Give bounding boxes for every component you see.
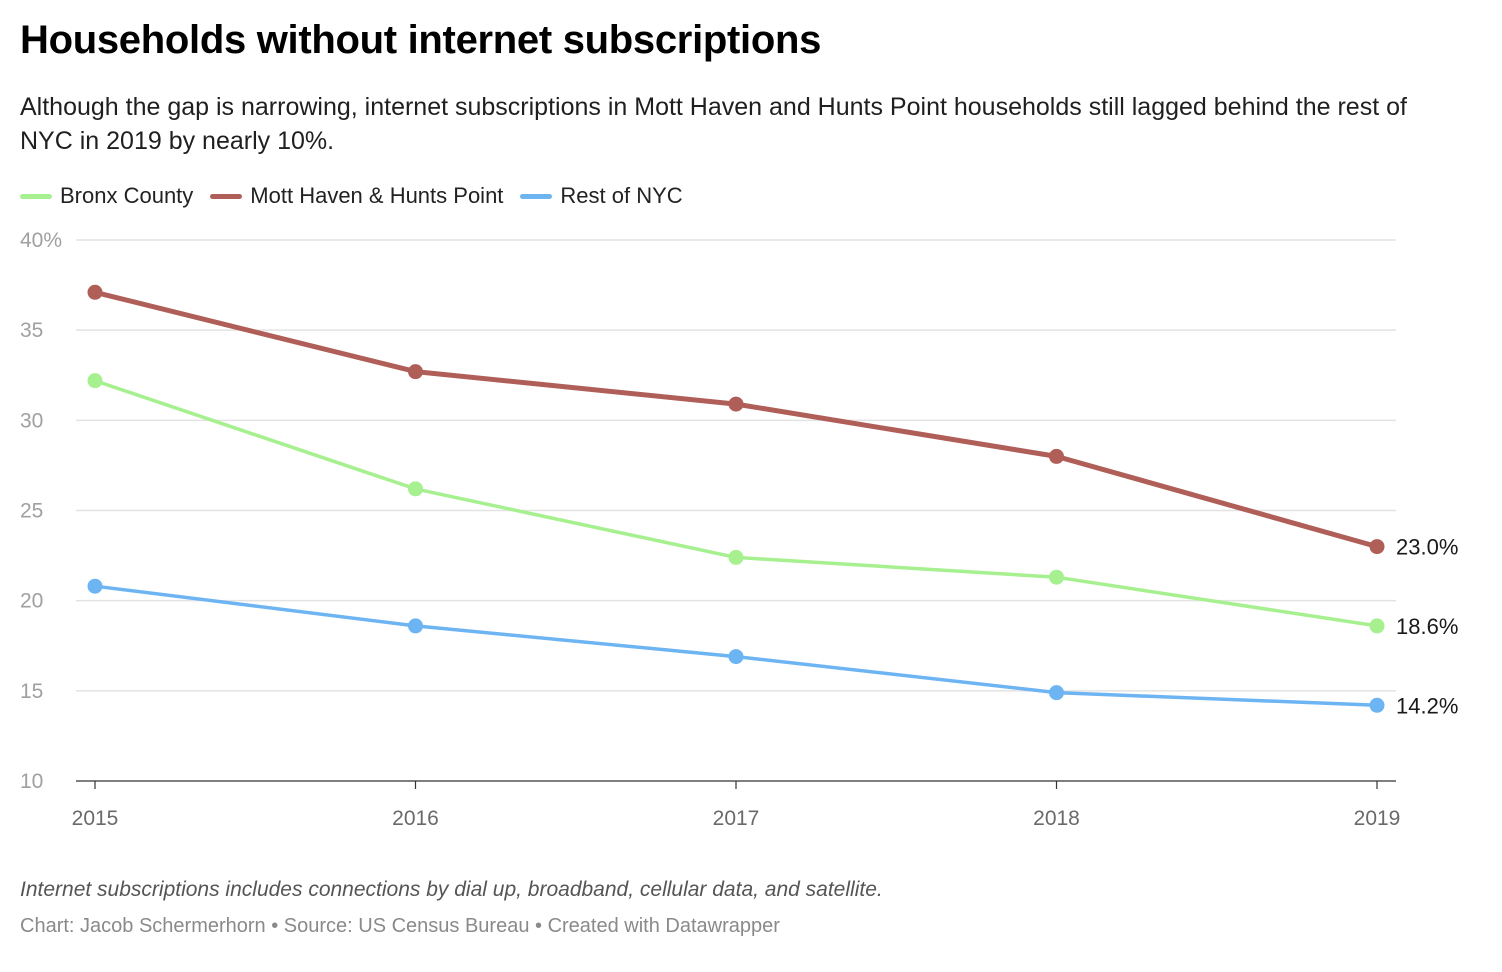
data-point-mott bbox=[1049, 448, 1064, 464]
legend-label-rest-of-nyc: Rest of NYC bbox=[560, 183, 683, 208]
data-point-bronx bbox=[728, 549, 744, 565]
chart-note: Internet subscriptions includes connecti… bbox=[20, 878, 883, 901]
chart-credit: Chart: Jacob Schermerhorn • Source: US C… bbox=[20, 915, 780, 937]
chart-title: Households without internet subscription… bbox=[20, 18, 822, 62]
data-point-mott bbox=[728, 396, 744, 412]
data-point-bronx bbox=[1369, 618, 1385, 634]
x-tick-label: 2018 bbox=[1033, 807, 1080, 830]
x-tick-label: 2019 bbox=[1354, 807, 1401, 830]
data-point-rest bbox=[87, 578, 103, 594]
legend-swatch-bronx bbox=[20, 193, 52, 199]
y-tick-label: 20 bbox=[20, 590, 43, 613]
y-tick-label: 25 bbox=[20, 500, 43, 523]
series-points bbox=[87, 284, 1385, 713]
legend-swatch-mott-haven bbox=[210, 193, 243, 199]
data-point-rest bbox=[1369, 697, 1385, 713]
data-point-bronx bbox=[1049, 569, 1064, 585]
legend: Bronx County Mott Haven & Hunts Point Re… bbox=[20, 183, 700, 209]
y-tick-label: 40% bbox=[20, 229, 62, 252]
data-point-mott bbox=[1369, 539, 1385, 555]
legend-label-bronx: Bronx County bbox=[60, 183, 194, 208]
end-value-label-rest: 14.2% bbox=[1396, 693, 1458, 718]
data-point-rest bbox=[1049, 685, 1064, 701]
series-line-bronx bbox=[93, 378, 1379, 628]
y-tick-label: 10 bbox=[20, 770, 43, 793]
x-tick-label: 2017 bbox=[713, 807, 760, 830]
legend-item-rest-of-nyc: Rest of NYC bbox=[520, 183, 683, 209]
end-value-label-bronx: 18.6% bbox=[1396, 614, 1458, 639]
series-line-rest bbox=[93, 584, 1379, 708]
chart-subtitle: Although the gap is narrowing, internet … bbox=[20, 93, 1407, 155]
data-point-mott bbox=[87, 284, 103, 300]
y-tick-label: 30 bbox=[20, 409, 43, 432]
legend-swatch-rest-of-nyc bbox=[520, 193, 553, 199]
gridlines bbox=[76, 239, 1396, 789]
data-point-rest bbox=[408, 618, 423, 634]
legend-item-bronx: Bronx County bbox=[20, 183, 193, 209]
legend-item-mott-haven: Mott Haven & Hunts Point bbox=[210, 183, 503, 209]
series-lines bbox=[92, 289, 1380, 708]
data-point-bronx bbox=[408, 481, 423, 497]
x-tick-label: 2015 bbox=[72, 807, 119, 830]
x-tick-label: 2016 bbox=[392, 807, 439, 830]
y-tick-label: 15 bbox=[20, 680, 43, 703]
data-point-bronx bbox=[87, 373, 103, 389]
data-point-mott bbox=[408, 364, 423, 380]
data-point-rest bbox=[728, 649, 744, 665]
y-tick-label: 35 bbox=[20, 319, 43, 342]
legend-label-mott-haven: Mott Haven & Hunts Point bbox=[250, 183, 504, 208]
end-value-label-mott: 23.0% bbox=[1396, 535, 1458, 560]
